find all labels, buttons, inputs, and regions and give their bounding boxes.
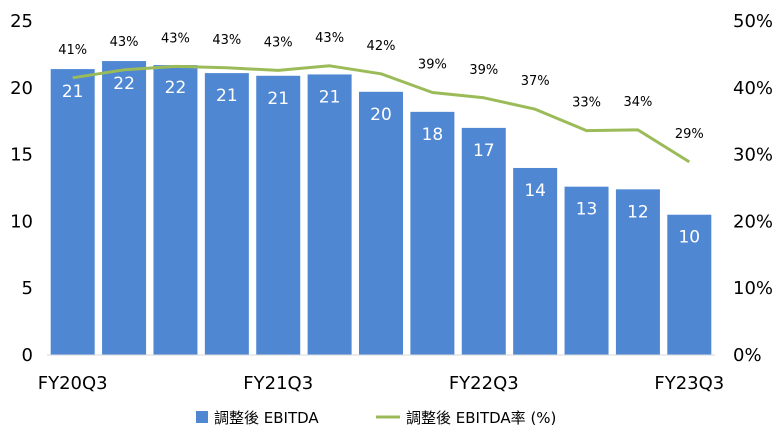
left-axis-tick-5: 5 — [22, 278, 33, 299]
left-axis-ticks: 0 5 10 15 20 25 — [10, 11, 33, 366]
rate-label-FY20Q3: 41% — [58, 43, 87, 58]
bar-FY22Q4 — [513, 167, 558, 355]
rate-label-FY23Q1: 33% — [572, 96, 601, 111]
bar-FY20Q3 — [50, 69, 95, 355]
bar-label-FY22Q3: 17 — [473, 141, 495, 161]
rate-label-FY23Q2: 34% — [623, 95, 652, 110]
right-axis-tick-40pct: 40% — [733, 78, 773, 99]
x-tick-FY23Q3: FY23Q3 — [654, 373, 724, 394]
legend-bar-swatch — [196, 411, 208, 423]
bar-label-FY21Q3: 21 — [267, 89, 289, 109]
bar-value-labels: 21 22 22 21 21 21 20 18 17 14 13 12 10 — [62, 74, 700, 248]
right-axis-tick-20pct: 20% — [733, 211, 773, 232]
left-axis-tick-15: 15 — [10, 145, 33, 166]
right-axis-tick-30pct: 30% — [733, 145, 773, 166]
bar-label-FY23Q3: 10 — [678, 228, 700, 248]
bar-label-FY22Q2: 18 — [422, 125, 444, 145]
ebitda-rate-line — [72, 64, 691, 164]
rate-label-FY20Q4: 43% — [110, 35, 139, 50]
x-axis-ticks: FY20Q3 FY21Q3 FY22Q3 FY23Q3 — [38, 373, 724, 394]
rate-label-FY22Q3: 39% — [469, 63, 498, 78]
legend: 調整後 EBITDA 調整後 EBITDA率 (%) — [196, 409, 556, 427]
bar-label-FY20Q3: 21 — [62, 82, 84, 102]
bar-FY23Q3 — [667, 214, 712, 355]
rate-label-FY23Q3: 29% — [675, 127, 704, 142]
bar-FY21Q2 — [204, 73, 249, 355]
left-axis-tick-20: 20 — [10, 78, 33, 99]
bar-FY20Q4 — [102, 61, 147, 356]
rate-label-FY22Q2: 39% — [418, 57, 447, 72]
right-axis-tick-50pct: 50% — [733, 11, 773, 32]
bar-label-FY20Q4: 22 — [113, 74, 135, 94]
bar-label-FY23Q1: 13 — [576, 200, 598, 220]
rate-label-FY21Q1: 43% — [161, 31, 190, 46]
legend-line-label: 調整後 EBITDA率 (%) — [406, 409, 556, 427]
right-axis-ticks: 0% 10% 20% 30% 40% 50% — [733, 11, 773, 366]
bar-FY23Q1 — [564, 186, 609, 355]
bar-FY21Q1 — [153, 65, 198, 355]
legend-bar-label: 調整後 EBITDA — [214, 409, 319, 427]
bar-FY23Q2 — [615, 189, 660, 355]
right-axis-tick-10pct: 10% — [733, 278, 773, 299]
left-axis-tick-10: 10 — [10, 211, 33, 232]
bar-label-FY21Q1: 22 — [165, 78, 187, 98]
bar-label-FY23Q2: 12 — [627, 202, 649, 222]
bar-label-FY22Q1: 20 — [370, 105, 392, 125]
x-tick-FY22Q3: FY22Q3 — [449, 373, 519, 394]
bar-FY22Q3 — [461, 127, 506, 355]
rate-label-FY21Q3: 43% — [264, 35, 293, 50]
line-value-labels: 41% 43% 43% 43% 43% 43% 42% 39% 39% 37% 33% 34% 29% — [58, 31, 704, 142]
x-tick-FY21Q3: FY21Q3 — [243, 373, 313, 394]
line-series — [72, 64, 691, 164]
left-axis-tick-0: 0 — [22, 345, 33, 366]
rate-label-FY22Q4: 37% — [521, 74, 550, 89]
rate-label-FY22Q1: 42% — [367, 39, 396, 54]
bar-FY21Q4 — [307, 74, 352, 355]
rate-label-FY21Q2: 43% — [212, 33, 241, 48]
bar-FY21Q3 — [256, 75, 301, 355]
bar-label-FY21Q4: 21 — [319, 87, 341, 107]
bar-series — [50, 61, 712, 356]
left-axis-tick-25: 25 — [10, 11, 33, 32]
rate-label-FY21Q4: 43% — [315, 31, 344, 46]
bar-label-FY22Q4: 14 — [524, 181, 546, 201]
x-tick-FY20Q3: FY20Q3 — [38, 373, 108, 394]
bar-FY22Q1 — [359, 91, 403, 356]
bar-FY22Q2 — [410, 111, 455, 356]
bar-label-FY21Q2: 21 — [216, 86, 238, 106]
right-axis-tick-0pct: 0% — [733, 345, 762, 366]
